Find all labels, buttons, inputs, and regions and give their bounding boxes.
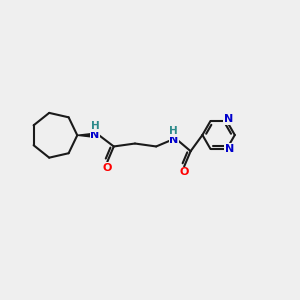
Text: H: H xyxy=(169,126,178,136)
Text: O: O xyxy=(179,167,189,177)
Text: N: N xyxy=(225,144,234,154)
Polygon shape xyxy=(77,134,93,137)
Text: O: O xyxy=(103,163,112,173)
Text: N: N xyxy=(224,115,233,124)
Text: N: N xyxy=(90,130,100,140)
Text: N: N xyxy=(169,135,178,145)
Text: H: H xyxy=(91,122,99,131)
